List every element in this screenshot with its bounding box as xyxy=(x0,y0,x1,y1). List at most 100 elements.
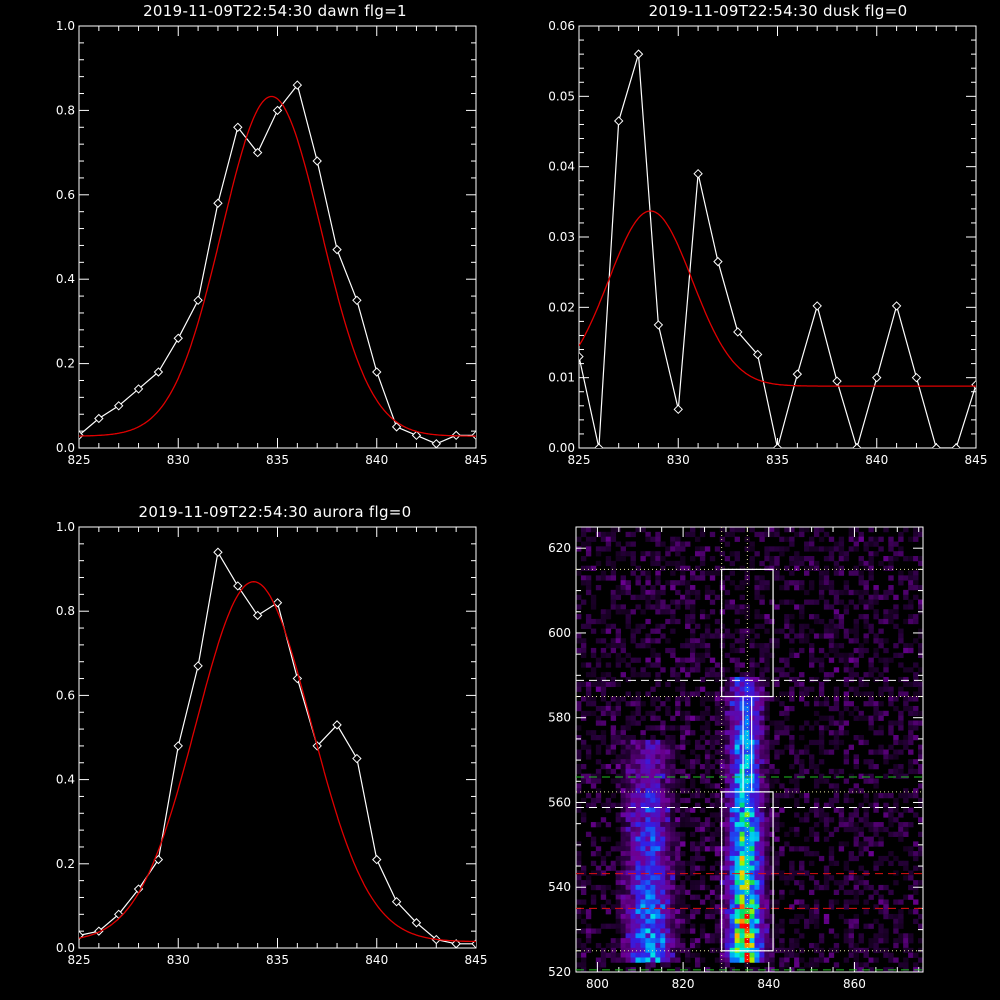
heatmap-cell xyxy=(615,870,622,876)
heatmap-cell xyxy=(699,701,706,707)
heatmap-cell xyxy=(739,909,745,915)
heatmap-cell xyxy=(888,851,894,857)
heatmap-cell xyxy=(694,962,701,968)
heatmap-cell xyxy=(828,947,835,954)
heatmap-cell xyxy=(918,865,924,871)
heatmap-cell xyxy=(754,918,760,925)
heatmap-cell xyxy=(615,710,622,717)
heatmap-cell xyxy=(799,947,805,954)
heatmap-cell xyxy=(665,696,671,702)
heatmap-cell xyxy=(650,841,656,847)
heatmap-cell xyxy=(744,957,750,963)
heatmap-cell xyxy=(749,691,755,697)
heatmap-cell xyxy=(714,768,721,775)
heatmap-cell xyxy=(734,609,740,615)
heatmap-cell xyxy=(690,822,696,828)
data-point xyxy=(79,430,84,441)
heatmap-cell xyxy=(690,556,696,562)
y-tick-label: 0.6 xyxy=(56,688,75,702)
heatmap-cell xyxy=(729,705,736,712)
heatmap-cell xyxy=(615,773,622,779)
heatmap-cell xyxy=(823,749,830,755)
heatmap-cell xyxy=(590,701,597,707)
heatmap-cell xyxy=(729,831,736,837)
heatmap-cell xyxy=(833,599,840,605)
heatmap-cell xyxy=(744,546,750,552)
heatmap-cell xyxy=(754,686,760,692)
heatmap-cell xyxy=(630,541,636,547)
heatmap-cell xyxy=(769,875,775,881)
heatmap-cell xyxy=(704,589,711,596)
heatmap-cell xyxy=(635,628,641,634)
heatmap-cell xyxy=(580,599,587,605)
heatmap-cell xyxy=(670,904,676,910)
heatmap-cell xyxy=(858,570,864,576)
heatmap-cell xyxy=(898,551,904,557)
heatmap-cell xyxy=(789,686,795,692)
heatmap-cell xyxy=(620,643,626,649)
heatmap-cell xyxy=(858,826,864,833)
heatmap-cell xyxy=(660,865,666,871)
heatmap-cell xyxy=(690,831,696,837)
heatmap-cell xyxy=(650,894,656,900)
heatmap-cell xyxy=(620,909,626,915)
heatmap-cell xyxy=(853,628,859,634)
heatmap-cell xyxy=(838,652,845,658)
heatmap-cell xyxy=(630,928,636,934)
heatmap-cell xyxy=(873,860,879,866)
heatmap-cell xyxy=(823,880,830,886)
heatmap-cell xyxy=(734,884,740,891)
heatmap-cell xyxy=(729,909,736,915)
heatmap-cell xyxy=(585,527,592,533)
y-tick-label: 540 xyxy=(548,880,571,894)
heatmap-cell xyxy=(635,841,641,847)
heatmap-cell xyxy=(729,527,736,533)
heatmap-cell xyxy=(918,691,924,697)
heatmap-cell xyxy=(719,836,726,842)
heatmap-cell xyxy=(734,667,740,673)
heatmap-cell xyxy=(774,720,780,726)
heatmap-cell xyxy=(729,739,736,746)
fit-curve xyxy=(79,581,476,943)
heatmap-cell xyxy=(813,962,820,968)
heatmap-cell xyxy=(675,744,681,750)
heatmap-cell xyxy=(729,812,736,818)
heatmap-cell xyxy=(863,701,869,707)
heatmap-cell xyxy=(873,541,879,547)
heatmap-cell xyxy=(759,793,765,799)
heatmap-cell xyxy=(873,826,879,833)
heatmap-cell xyxy=(640,938,646,944)
heatmap-cell xyxy=(630,773,636,779)
heatmap-cell xyxy=(655,928,661,934)
heatmap-cell xyxy=(759,647,765,654)
heatmap-cell xyxy=(813,812,820,818)
heatmap-cell xyxy=(714,817,721,823)
heatmap-cell xyxy=(675,855,681,862)
heatmap-cell xyxy=(784,710,790,717)
heatmap-cell xyxy=(848,812,854,818)
heatmap-cell xyxy=(675,589,681,596)
panel-aurora: 2019-11-09T22:54:30 aurora flg=0 825 830 8… xyxy=(56,503,488,967)
heatmap-cell xyxy=(630,783,636,789)
heatmap-cell xyxy=(843,797,850,804)
heatmap-cell xyxy=(764,918,770,925)
heatmap-cell xyxy=(595,957,602,963)
heatmap-cell xyxy=(898,739,904,746)
heatmap-cell xyxy=(754,754,760,760)
heatmap-cell xyxy=(774,802,780,808)
heatmap-cell xyxy=(610,594,617,600)
heatmap-cell xyxy=(764,889,770,896)
heatmap-cell xyxy=(680,778,686,784)
heatmap-cell xyxy=(635,812,641,818)
heatmap-cell xyxy=(813,904,820,910)
heatmap-cell xyxy=(893,880,899,886)
heatmap-cell xyxy=(813,913,820,920)
heatmap-cell xyxy=(719,870,726,876)
heatmap-cell xyxy=(690,860,696,866)
heatmap-cell xyxy=(719,691,726,697)
heatmap-cell xyxy=(878,899,884,905)
heatmap-cell xyxy=(645,962,651,968)
heatmap-cell xyxy=(595,778,602,784)
heatmap-cell xyxy=(719,623,726,629)
heatmap-cell xyxy=(883,938,889,944)
